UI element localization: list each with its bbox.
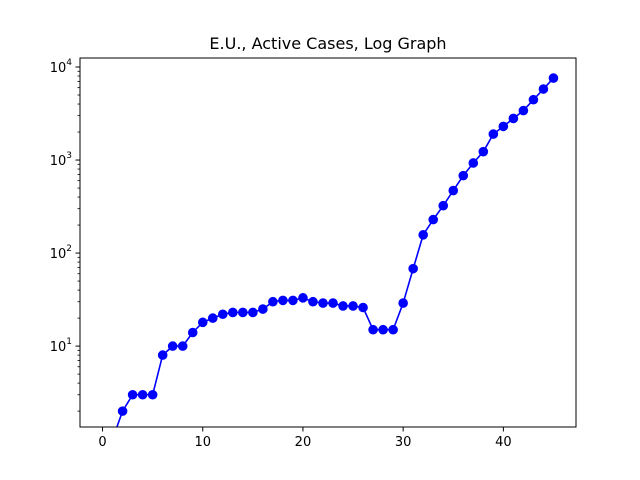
data-point	[248, 307, 258, 318]
data-point	[207, 313, 218, 323]
series-line	[116, 77, 555, 427]
data-point	[458, 170, 469, 181]
data-point	[288, 295, 298, 306]
data-point	[428, 214, 439, 225]
y-tick-label: 103	[50, 151, 72, 169]
x-tick-label: 30	[395, 435, 412, 450]
x-axis: 0 10 20 30 40	[98, 427, 512, 450]
data-point	[358, 302, 368, 313]
data-point	[478, 146, 489, 157]
data-point	[468, 158, 479, 168]
data-point	[548, 73, 559, 83]
data-point	[117, 406, 128, 416]
data-point	[438, 200, 449, 211]
data-point	[398, 298, 408, 308]
data-point	[508, 113, 519, 124]
data-point	[338, 301, 348, 311]
data-point	[418, 230, 428, 240]
data-point	[197, 317, 208, 328]
data-point	[137, 389, 148, 400]
data-point	[488, 129, 499, 139]
y-axis: 101 102 103 104	[50, 58, 80, 412]
data-point	[498, 121, 509, 132]
data-point	[167, 341, 178, 351]
data-point	[258, 304, 268, 314]
data-point	[187, 327, 198, 338]
data-point	[328, 298, 338, 308]
data-point	[147, 389, 158, 400]
data-point	[528, 94, 539, 105]
data-point	[268, 296, 278, 307]
x-tick-label: 10	[194, 435, 211, 450]
chart-title: E.U., Active Cases, Log Graph	[209, 34, 446, 53]
data-point	[348, 301, 358, 311]
data-point	[108, 435, 117, 444]
data-point	[518, 105, 529, 116]
data-point	[157, 350, 168, 360]
y-tick-label: 101	[50, 337, 72, 355]
data-point	[388, 324, 398, 335]
data-point	[177, 341, 188, 351]
y-tick-label: 102	[50, 244, 72, 262]
data-point	[448, 185, 459, 196]
x-tick-label: 20	[295, 435, 312, 450]
data-point	[538, 84, 549, 94]
axes-frame	[79, 57, 577, 428]
data-point	[368, 324, 378, 335]
data-point	[278, 295, 288, 306]
y-tick-label: 104	[50, 58, 73, 76]
data-point	[378, 324, 388, 335]
data-point	[408, 263, 418, 274]
data-point	[238, 307, 248, 318]
x-tick-label: 0	[98, 435, 106, 450]
data-point	[217, 309, 228, 320]
data-point	[298, 293, 308, 303]
data-point	[308, 296, 318, 307]
x-tick-label: 40	[495, 435, 512, 450]
data-point	[228, 307, 238, 318]
data-point	[127, 389, 138, 400]
plot-area	[108, 73, 559, 444]
data-point	[318, 298, 328, 308]
